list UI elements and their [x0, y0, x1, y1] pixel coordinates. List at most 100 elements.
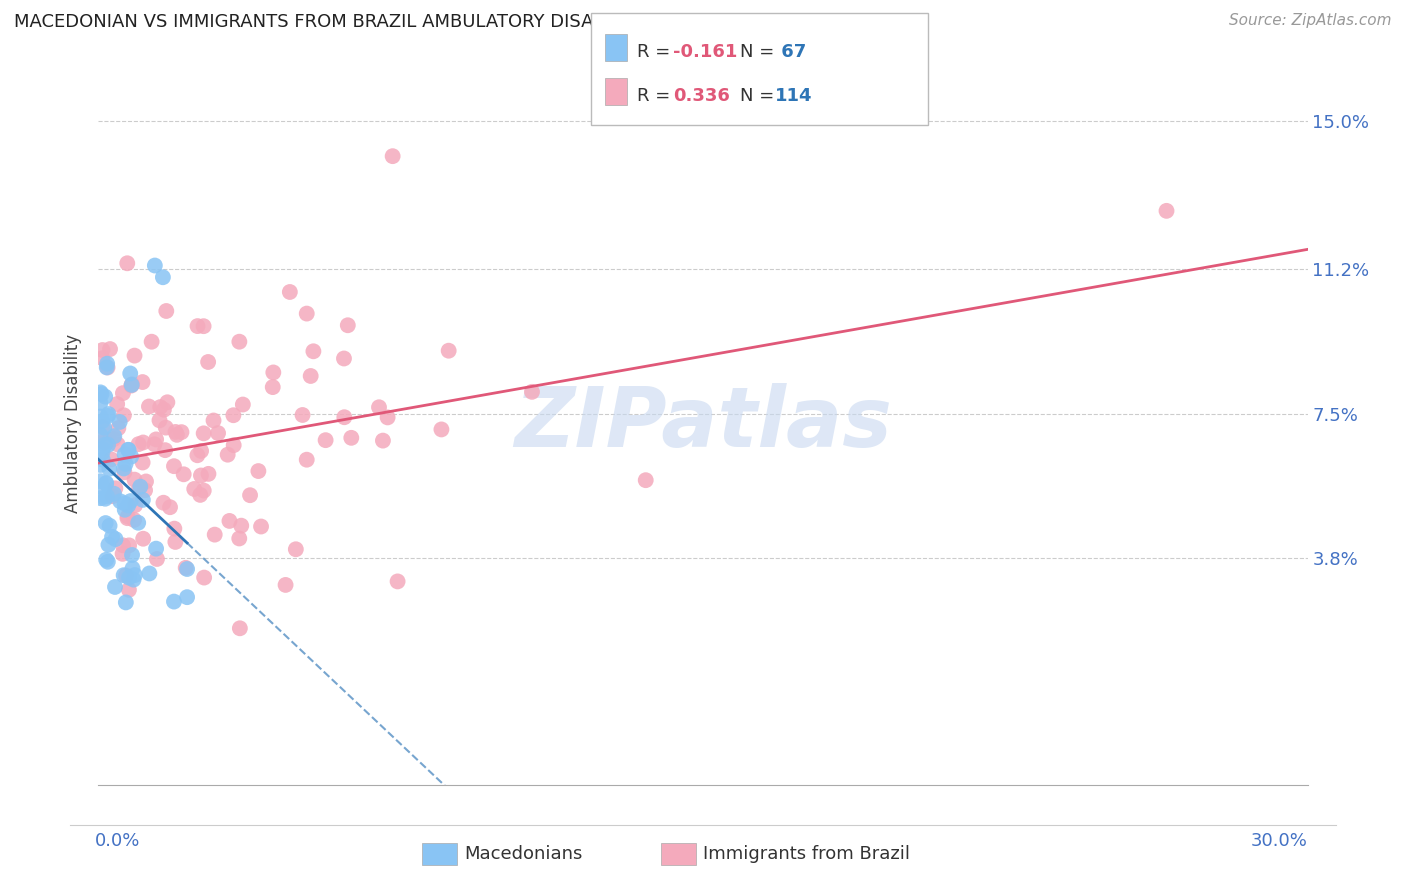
Point — [104, 580, 127, 594]
Point — [114, 502, 136, 516]
Point — [93, 420, 115, 434]
Point — [333, 410, 356, 425]
Point — [152, 270, 174, 285]
Text: N =: N = — [740, 43, 779, 61]
Point — [121, 377, 143, 392]
Point — [228, 334, 250, 349]
Point — [118, 582, 141, 597]
Point — [239, 488, 262, 502]
Point — [94, 476, 117, 491]
Point — [153, 443, 176, 458]
Point — [91, 414, 114, 428]
Point — [155, 304, 177, 318]
Point — [120, 367, 142, 381]
Point — [91, 442, 114, 456]
Point — [122, 513, 145, 527]
Point — [159, 500, 181, 515]
Point — [124, 568, 146, 582]
Point — [115, 568, 138, 582]
Point — [91, 434, 114, 449]
Point — [122, 573, 145, 587]
Point — [97, 407, 120, 421]
Y-axis label: Ambulatory Disability: Ambulatory Disability — [65, 334, 83, 513]
Point — [117, 499, 139, 513]
Point — [101, 489, 124, 503]
Point — [90, 491, 112, 506]
Point — [89, 428, 111, 442]
Point — [336, 318, 359, 333]
Point — [124, 498, 146, 512]
Point — [228, 532, 250, 546]
Point — [104, 481, 127, 495]
Point — [91, 445, 114, 459]
Point — [110, 494, 132, 508]
Text: 0.336: 0.336 — [673, 87, 730, 105]
Point — [89, 409, 111, 424]
Text: Immigrants from Brazil: Immigrants from Brazil — [703, 845, 910, 863]
Point — [132, 435, 155, 450]
Point — [114, 447, 136, 461]
Point — [91, 452, 114, 467]
Text: ZIPatlas: ZIPatlas — [515, 384, 891, 464]
Point — [187, 319, 209, 334]
Point — [437, 343, 460, 358]
Point — [131, 456, 153, 470]
Point — [193, 571, 215, 585]
Point — [141, 334, 163, 349]
Point — [98, 342, 121, 356]
Point — [371, 434, 394, 448]
Point — [138, 400, 160, 414]
Point — [91, 420, 114, 434]
Point — [143, 259, 166, 273]
Point — [90, 387, 112, 401]
Point — [173, 467, 195, 482]
Point — [262, 380, 284, 394]
Point — [430, 422, 453, 436]
Point — [148, 413, 170, 427]
Point — [89, 396, 111, 410]
Point — [145, 433, 167, 447]
Point — [190, 444, 212, 458]
Point — [1156, 203, 1178, 218]
Point — [135, 475, 157, 489]
Text: 30.0%: 30.0% — [1251, 832, 1308, 850]
Point — [129, 480, 152, 494]
Point — [145, 541, 167, 556]
Point — [103, 432, 125, 446]
Point — [101, 530, 124, 544]
Point — [117, 509, 139, 524]
Point — [232, 398, 254, 412]
Point — [315, 433, 337, 447]
Text: Macedonians: Macedonians — [464, 845, 582, 863]
Point — [217, 448, 239, 462]
Point — [152, 496, 174, 510]
Point — [186, 448, 208, 462]
Point — [520, 384, 543, 399]
Point — [128, 437, 150, 451]
Point — [153, 402, 176, 417]
Point — [91, 343, 114, 357]
Point — [166, 427, 188, 442]
Point — [98, 462, 121, 476]
Point — [96, 476, 118, 491]
Point — [114, 496, 136, 510]
Point — [93, 482, 115, 496]
Point — [120, 494, 142, 508]
Point — [112, 409, 135, 423]
Point — [165, 535, 187, 549]
Point — [115, 595, 138, 609]
Point — [121, 548, 143, 562]
Point — [96, 553, 118, 567]
Point — [96, 357, 118, 371]
Point — [89, 385, 111, 400]
Point — [138, 566, 160, 581]
Point — [183, 482, 205, 496]
Point — [107, 421, 129, 435]
Point — [93, 435, 115, 450]
Point — [381, 149, 404, 163]
Point — [274, 578, 297, 592]
Point — [96, 360, 118, 375]
Point — [278, 285, 301, 299]
Point — [333, 351, 356, 366]
Point — [247, 464, 270, 478]
